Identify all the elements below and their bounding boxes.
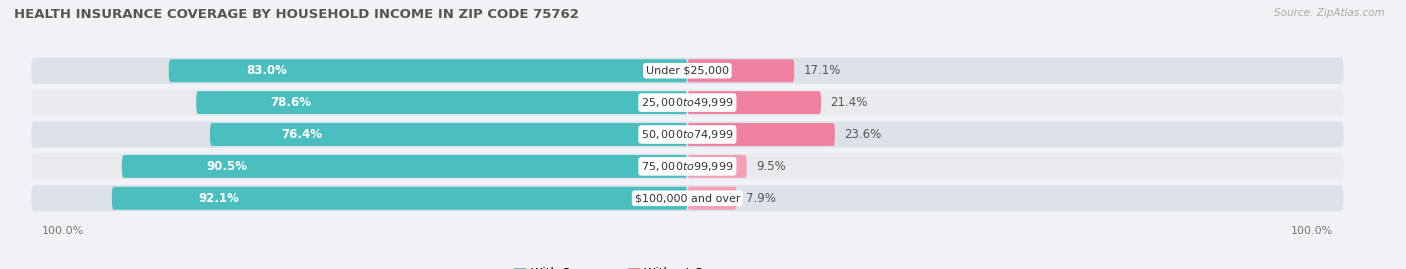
- FancyBboxPatch shape: [688, 91, 821, 114]
- FancyBboxPatch shape: [197, 91, 688, 114]
- FancyBboxPatch shape: [122, 155, 688, 178]
- Text: $100,000 and over: $100,000 and over: [634, 193, 740, 203]
- Text: 17.1%: 17.1%: [804, 64, 841, 77]
- Text: 83.0%: 83.0%: [246, 64, 287, 77]
- Text: 21.4%: 21.4%: [831, 96, 868, 109]
- FancyBboxPatch shape: [31, 58, 1344, 84]
- Text: HEALTH INSURANCE COVERAGE BY HOUSEHOLD INCOME IN ZIP CODE 75762: HEALTH INSURANCE COVERAGE BY HOUSEHOLD I…: [14, 8, 579, 21]
- FancyBboxPatch shape: [688, 59, 794, 82]
- Text: 76.4%: 76.4%: [281, 128, 322, 141]
- Text: $50,000 to $74,999: $50,000 to $74,999: [641, 128, 734, 141]
- Legend: With Coverage, Without Coverage: With Coverage, Without Coverage: [515, 267, 751, 269]
- Text: 78.6%: 78.6%: [270, 96, 311, 109]
- Text: 23.6%: 23.6%: [844, 128, 882, 141]
- FancyBboxPatch shape: [688, 123, 835, 146]
- FancyBboxPatch shape: [112, 187, 688, 210]
- FancyBboxPatch shape: [688, 155, 747, 178]
- FancyBboxPatch shape: [31, 153, 1344, 179]
- FancyBboxPatch shape: [688, 187, 737, 210]
- Text: 7.9%: 7.9%: [747, 192, 776, 205]
- FancyBboxPatch shape: [31, 121, 1344, 148]
- Text: 90.5%: 90.5%: [207, 160, 247, 173]
- Text: 9.5%: 9.5%: [756, 160, 786, 173]
- FancyBboxPatch shape: [31, 90, 1344, 116]
- Text: Under $25,000: Under $25,000: [645, 66, 728, 76]
- FancyBboxPatch shape: [169, 59, 688, 82]
- Text: $75,000 to $99,999: $75,000 to $99,999: [641, 160, 734, 173]
- Text: 92.1%: 92.1%: [198, 192, 239, 205]
- Text: Source: ZipAtlas.com: Source: ZipAtlas.com: [1274, 8, 1385, 18]
- FancyBboxPatch shape: [31, 185, 1344, 211]
- FancyBboxPatch shape: [209, 123, 688, 146]
- Text: $25,000 to $49,999: $25,000 to $49,999: [641, 96, 734, 109]
